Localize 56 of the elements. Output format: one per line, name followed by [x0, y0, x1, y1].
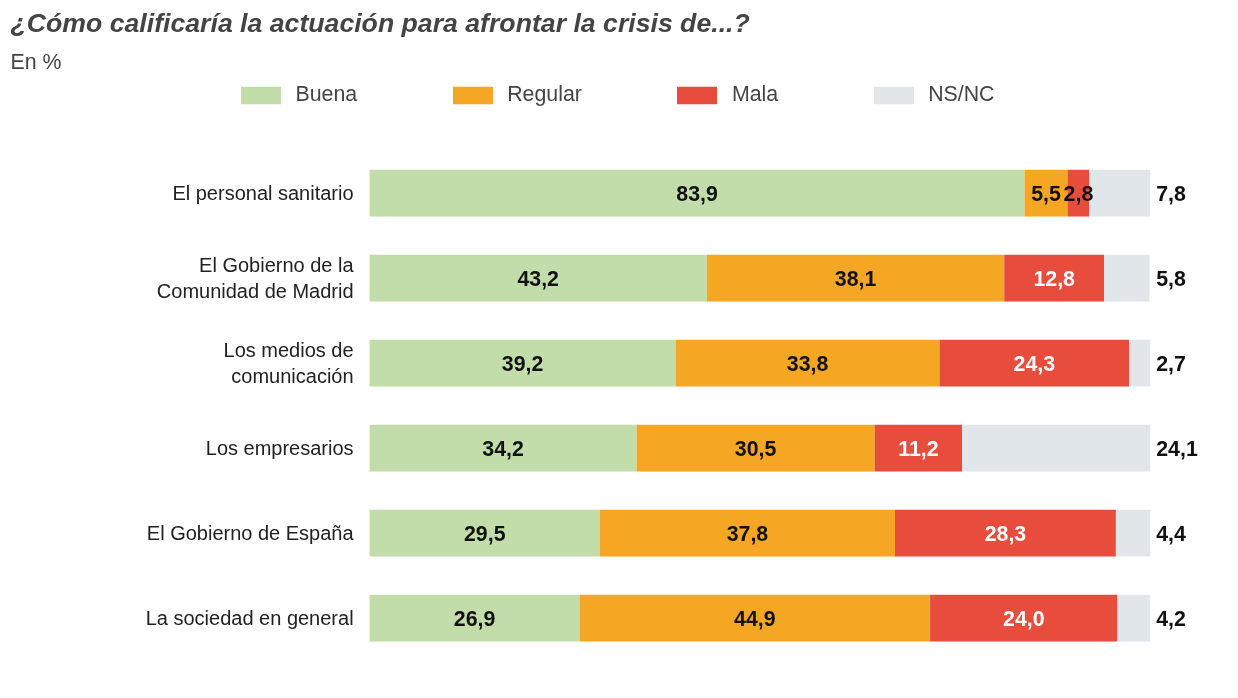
data-label: 28,3 [984, 521, 1027, 546]
legend-label: Regular [507, 82, 582, 107]
bar [1129, 339, 1151, 387]
data-label: 37,8 [726, 521, 769, 546]
y-tick-label: Los empresarios [205, 437, 354, 460]
legend-label: Buena [295, 82, 358, 107]
bar [706, 254, 1005, 302]
bar [894, 509, 1116, 557]
y-tick-label: El personal sanitario [172, 182, 354, 205]
data-label: 24,3 [1013, 351, 1056, 376]
y-tick-label: La sociedad en general [145, 607, 354, 630]
data-label: 26,9 [453, 606, 496, 631]
y-tick-label: El Gobierno de la Comunidad de Madrid [156, 254, 355, 303]
data-label: 24,0 [1003, 606, 1045, 631]
bar [599, 509, 895, 557]
data-label: 83,9 [676, 181, 718, 206]
bar [939, 339, 1130, 387]
data-label: 5,5 [1031, 181, 1061, 206]
bar [369, 594, 580, 642]
chart-title: ¿Cómo calificaría la actuación para afrontar la crisis de...? [10, 7, 750, 38]
bar [1104, 254, 1150, 302]
data-label: 12,8 [1033, 266, 1076, 291]
bar [1004, 254, 1105, 302]
data-label: 38,1 [834, 266, 877, 291]
bar [369, 254, 707, 302]
data-label: 43,2 [517, 266, 559, 291]
data-label: 39,2 [501, 351, 544, 376]
data-label: 24,1 [1156, 436, 1198, 461]
bar [1115, 509, 1151, 557]
data-label: 33,8 [786, 351, 829, 376]
text: En % [10, 49, 62, 74]
bar [369, 169, 1025, 217]
bar [369, 509, 600, 557]
y-tick-label: Los medios de comunicación [223, 339, 354, 388]
bar [369, 339, 676, 387]
data-label: 44,9 [734, 606, 776, 631]
y-tick-label: El Gobierno de España [146, 522, 355, 545]
bar [675, 339, 940, 387]
data-label: 30,5 [734, 436, 777, 461]
legend-label: NS/NC [928, 82, 995, 107]
bar [636, 424, 875, 472]
bar [962, 424, 1151, 472]
data-label: 5,8 [1156, 266, 1187, 291]
legend-label: Mala [731, 82, 779, 107]
bar [1117, 594, 1151, 642]
data-label: 7,8 [1156, 181, 1187, 206]
bar [579, 594, 931, 642]
data-label: 4,4 [1156, 521, 1187, 546]
bar [874, 424, 963, 472]
data-label: 4,2 [1156, 606, 1186, 631]
data-label: 11,2 [898, 436, 939, 461]
bar [930, 594, 1118, 642]
data-label: 34,2 [482, 436, 524, 461]
data-label: 2,7 [1156, 351, 1186, 376]
bar [369, 424, 637, 472]
data-label: 29,5 [463, 521, 506, 546]
